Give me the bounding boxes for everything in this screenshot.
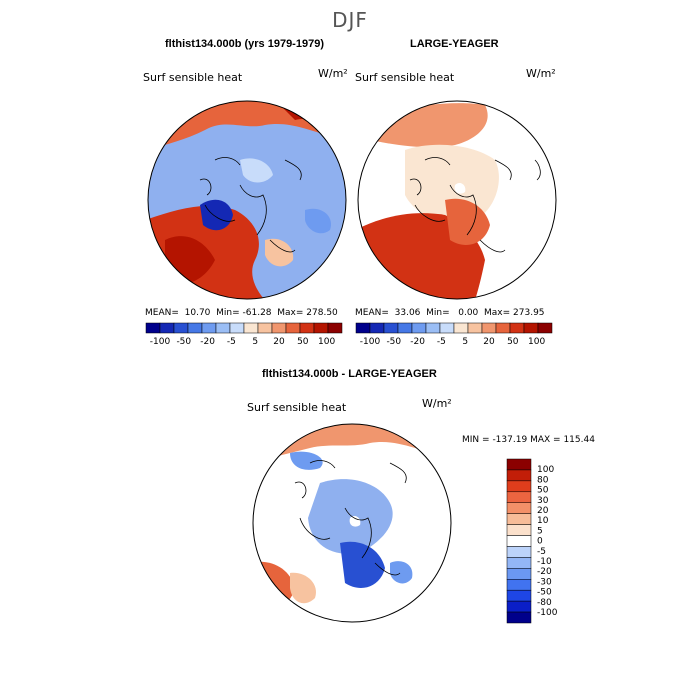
panel2-colorbar-swatch bbox=[467, 322, 483, 334]
diff-colorbar-tick-label: 10 bbox=[537, 516, 549, 526]
panel1-colorbar-tick-label: -5 bbox=[227, 337, 236, 347]
panel2-colorbar-swatch bbox=[453, 322, 469, 334]
panel2-colorbar-swatch bbox=[397, 322, 413, 334]
diff-colorbar-swatch bbox=[506, 480, 532, 493]
diff-colorbar-swatch bbox=[506, 524, 532, 536]
panel1-colorbar-tick-label: -20 bbox=[200, 337, 215, 347]
panel1-colorbar-swatch bbox=[271, 322, 287, 334]
panel2-colorbar-swatch bbox=[383, 322, 399, 334]
diff-colorbar-swatch bbox=[506, 458, 532, 471]
panel1-colorbar-tick-label: 20 bbox=[273, 337, 285, 347]
panel2-colorbar-tick-label: -5 bbox=[437, 337, 446, 347]
panel2-stats: MEAN= 33.06 Min= 0.00 Max= 273.95 bbox=[355, 308, 545, 318]
panel1-colorbar-tick-label: 5 bbox=[252, 337, 258, 347]
diff-colorbar-tick-label: 30 bbox=[537, 496, 549, 506]
diff-colorbar-swatch bbox=[506, 546, 532, 558]
diff-colorbar-swatch bbox=[506, 579, 532, 591]
diff-colorbar-tick-label: -100 bbox=[537, 608, 558, 618]
panel2-colorbar-tick-label: -50 bbox=[386, 337, 401, 347]
panel1-colorbar-tick-label: -50 bbox=[176, 337, 191, 347]
diff-colorbar-swatch bbox=[506, 502, 532, 514]
panel2-colorbar-swatch bbox=[495, 322, 511, 334]
diff-variable: Surf sensible heat bbox=[247, 401, 347, 414]
diff-colorbar-tick-label: -5 bbox=[537, 547, 546, 557]
diff-colorbar-tick-label: -20 bbox=[537, 567, 552, 577]
panel1-colorbar-swatch bbox=[257, 322, 273, 334]
panel2-variable: Surf sensible heat bbox=[355, 71, 455, 84]
panel2-colorbar-swatch bbox=[369, 322, 385, 334]
diff-units: W/m² bbox=[422, 397, 452, 410]
panel1-colorbar-swatch bbox=[159, 322, 175, 334]
panel2-colorbar-swatch bbox=[523, 322, 539, 334]
panel2-units: W/m² bbox=[526, 67, 556, 80]
panel1-colorbar-swatch bbox=[327, 322, 343, 334]
panel1-colorbar: -100 -50 -20 -5 5 20 50 100 bbox=[145, 322, 343, 347]
panel1-units: W/m² bbox=[318, 67, 348, 80]
panel1-colorbar-swatch bbox=[145, 322, 161, 334]
panel1-colorbar-tick-label: 100 bbox=[318, 337, 335, 347]
panel1-colorbar-tick-label: -100 bbox=[150, 337, 171, 347]
panel2-colorbar-swatch bbox=[509, 322, 525, 334]
panel2-colorbar-tick-label: 5 bbox=[462, 337, 468, 347]
diff-colorbar-swatch bbox=[506, 491, 532, 503]
diff-colorbar-tick-label: -10 bbox=[537, 557, 552, 567]
panel2-colorbar-tick-label: -100 bbox=[360, 337, 381, 347]
panel1-colorbar-swatch bbox=[173, 322, 189, 334]
panel2-colorbar-swatch bbox=[425, 322, 441, 334]
diff-colorbar-swatch bbox=[506, 535, 532, 547]
panel1-title: flthist134.000b (yrs 1979-1979) bbox=[165, 38, 324, 50]
panel2-colorbar-swatch bbox=[481, 322, 497, 334]
panel2-colorbar-swatch bbox=[439, 322, 455, 334]
diff-colorbar-swatch bbox=[506, 469, 532, 482]
diff-polar-map bbox=[252, 423, 452, 623]
diff-colorbar-tick-label: 50 bbox=[537, 486, 549, 496]
panel2-polar-map bbox=[357, 100, 557, 300]
diff-colorbar-tick-label: 5 bbox=[537, 526, 543, 536]
panel1-stats: MEAN= 10.70 Min= -61.28 Max= 278.50 bbox=[145, 308, 338, 318]
panel1-polar-map bbox=[147, 100, 347, 300]
diff-colorbar-swatch bbox=[506, 600, 532, 613]
panel1-colorbar-swatch bbox=[201, 322, 217, 334]
panel2-colorbar-tick-label: 20 bbox=[483, 337, 495, 347]
panel2-colorbar-tick-label: 100 bbox=[528, 337, 545, 347]
diff-min-max: MIN = -137.19 MAX = 115.44 bbox=[462, 435, 595, 445]
panel1-colorbar-swatch bbox=[215, 322, 231, 334]
panel2-colorbar-tick-label: -20 bbox=[410, 337, 425, 347]
panel1-colorbar-swatch bbox=[229, 322, 245, 334]
diff-colorbar-tick-label: 80 bbox=[537, 475, 549, 485]
panel1-variable: Surf sensible heat bbox=[143, 71, 243, 84]
panel2-title: LARGE-YEAGER bbox=[410, 38, 499, 50]
panel2-colorbar-swatch bbox=[411, 322, 427, 334]
figure-title: DJF bbox=[332, 8, 368, 32]
diff-colorbar-tick-label: -80 bbox=[537, 598, 552, 608]
diff-title: flthist134.000b - LARGE-YEAGER bbox=[262, 368, 437, 380]
panel1-colorbar-swatch bbox=[285, 322, 301, 334]
diff-colorbar-swatch bbox=[506, 568, 532, 580]
diff-colorbar-swatch bbox=[506, 589, 532, 602]
panel1-colorbar-swatch bbox=[313, 322, 329, 334]
panel2-colorbar-swatch bbox=[537, 322, 553, 334]
panel2-colorbar-tick-label: 50 bbox=[507, 337, 519, 347]
diff-colorbar-tick-label: 0 bbox=[537, 537, 543, 547]
diff-colorbar-swatch bbox=[506, 557, 532, 569]
diff-colorbar-tick-label: 100 bbox=[537, 465, 554, 475]
panel2-colorbar: -100 -50 -20 -5 5 20 50 100 bbox=[355, 322, 553, 347]
diff-colorbar-swatch bbox=[506, 513, 532, 525]
diff-colorbar-tick-label: -30 bbox=[537, 577, 552, 587]
panel2-colorbar-swatch bbox=[355, 322, 371, 334]
panel1-colorbar-tick-label: 50 bbox=[297, 337, 309, 347]
panel1-colorbar-swatch bbox=[243, 322, 259, 334]
panel1-colorbar-swatch bbox=[299, 322, 315, 334]
diff-colorbar-swatch bbox=[506, 611, 532, 624]
diff-colorbar-tick-label: -50 bbox=[537, 588, 552, 598]
panel1-colorbar-swatch bbox=[187, 322, 203, 334]
diff-colorbar-tick-label: 20 bbox=[537, 506, 549, 516]
